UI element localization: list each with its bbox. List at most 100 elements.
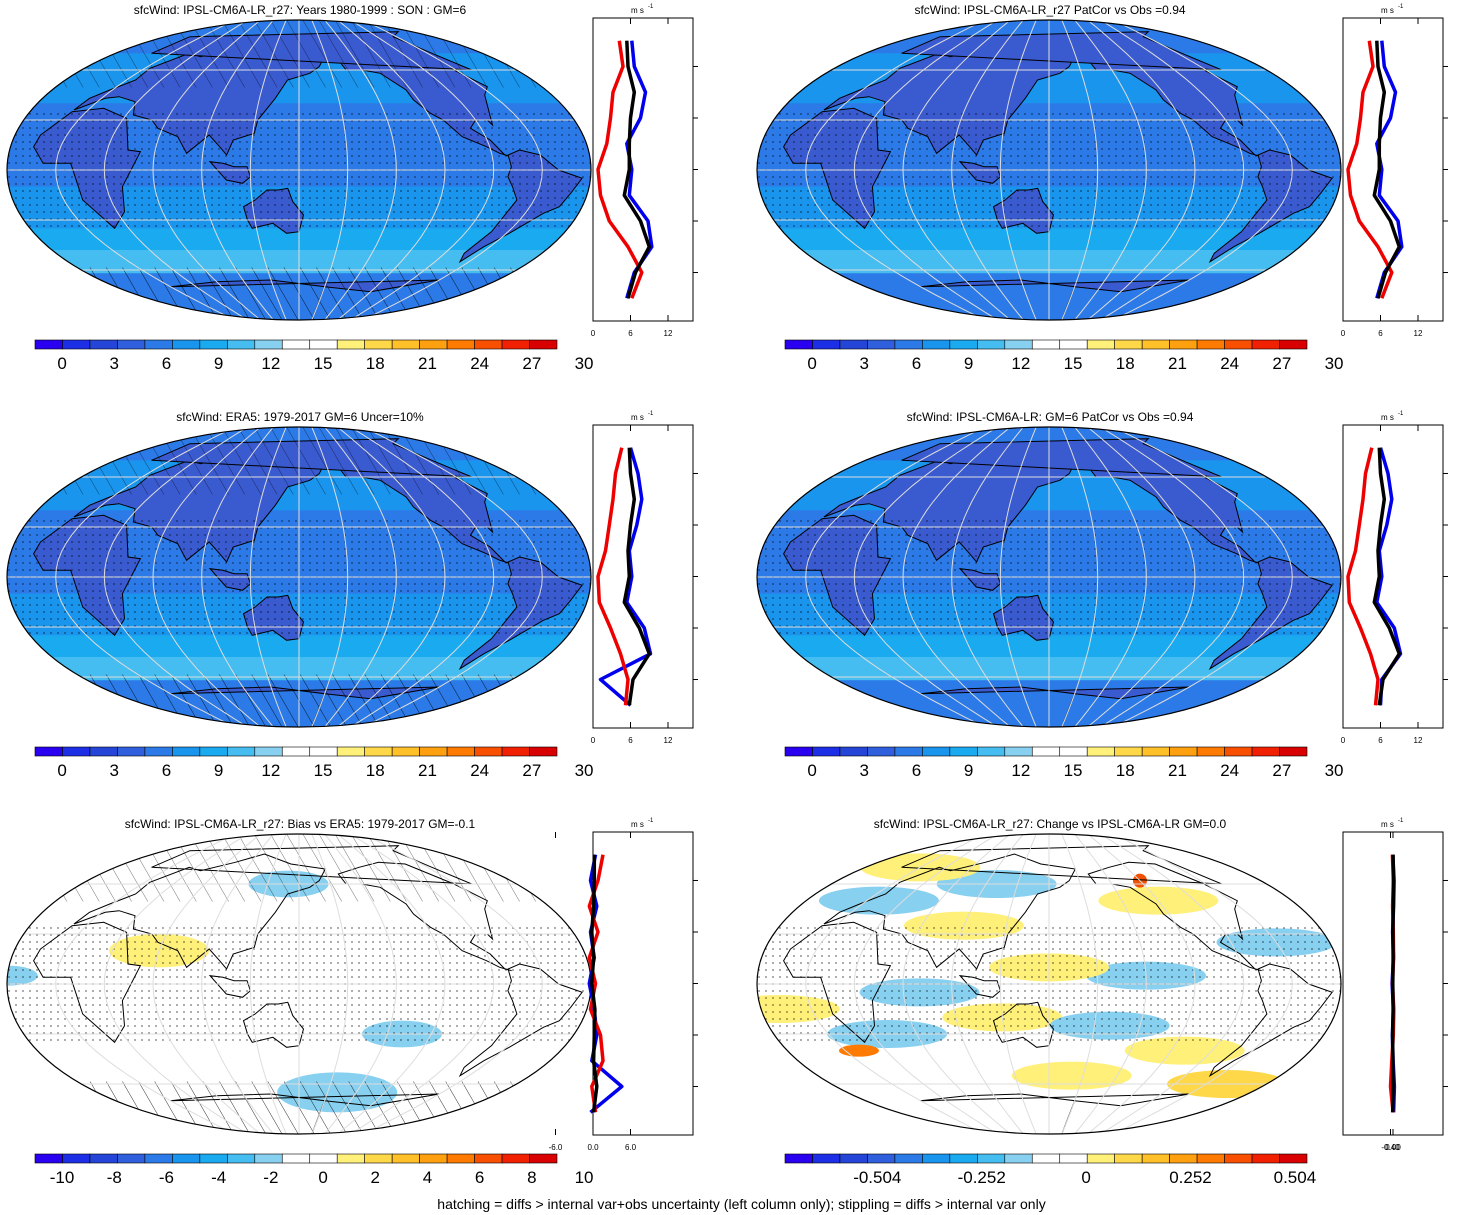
continent-greenland (901, 438, 1222, 478)
profile-ensemble-line (622, 40, 652, 299)
profile-x-tick-label: 6 (628, 736, 633, 745)
colorbar-tick-label: -10 (50, 1168, 75, 1187)
colorbar-tick-label: 21 (1168, 354, 1187, 373)
profile-x-tick-label: -6.0 (549, 1143, 563, 1152)
colorbar-tick-label: 18 (366, 761, 385, 780)
profile-x-tick-label: 0 (1341, 736, 1346, 745)
profile-ensemble-line (1390, 854, 1396, 1113)
colorbar-tick-label: 27 (522, 354, 541, 373)
profile-ensemble-line (590, 854, 599, 1113)
panel-title: sfcWind: IPSL-CM6A-LR: GM=6 PatCor vs Ob… (907, 410, 1194, 424)
colorbar-tick-label: -8 (107, 1168, 122, 1187)
colorbar-tick-label: 6 (912, 354, 921, 373)
profile-unit: m s (631, 820, 644, 829)
colorbar-tick-label: -4 (211, 1168, 226, 1187)
colorbar-tick-label: 27 (1272, 354, 1291, 373)
colorbar-tick-label: 9 (214, 761, 223, 780)
colorbar-tick-label: 30 (1325, 354, 1344, 373)
colorbar-tick-label: 9 (964, 761, 973, 780)
panel-6: sfcWind: IPSL-CM6A-LR_r27: Change vs IPS… (756, 817, 1448, 1187)
profile-x-tick-label: 12 (664, 736, 673, 745)
profile-x-tick-label: 0 (591, 329, 596, 338)
colorbar-tick-label: 18 (1116, 761, 1135, 780)
colorbar-tick-label: 12 (261, 354, 280, 373)
colorbar-tick-label: 15 (314, 354, 333, 373)
colorbar-tick-label: 15 (1064, 354, 1083, 373)
colorbar-tick-label: 27 (522, 761, 541, 780)
colorbar: 0 3 6 9 12 15 18 21 24 27 30 (784, 339, 1344, 373)
profile-x-tick-label: 12 (1414, 329, 1423, 338)
panel-title: sfcWind: ERA5: 1979-2017 GM=6 Uncer=10% (176, 410, 424, 424)
colorbar-tick-label: -2 (263, 1168, 278, 1187)
colorbar-tick-label: 30 (1325, 761, 1344, 780)
colorbar-tick-label: 18 (366, 354, 385, 373)
map-border (756, 833, 1342, 1135)
colorbar-tick-label: -0.252 (958, 1168, 1006, 1187)
map (757, 834, 1341, 1134)
profile-model-line (1346, 40, 1394, 299)
colorbar: 0 3 6 9 12 15 18 21 24 27 30 (34, 746, 594, 780)
colorbar-tick-label: 0 (57, 761, 66, 780)
profile-x-tick-label: 6 (1378, 329, 1383, 338)
panel-title: sfcWind: IPSL-CM6A-LR_r27: Change vs IPS… (874, 817, 1227, 831)
footnote: hatching = diffs > internal var+obs unce… (437, 1196, 1046, 1212)
colorbar-tick-label: 30 (575, 761, 594, 780)
panel-title: sfcWind: IPSL-CM6A-LR_r27 PatCor vs Obs … (914, 3, 1185, 17)
zonal-profile: m s-160N30N030S60S0612 (1341, 4, 1448, 338)
profile-x-tick-label: 0.0 (587, 1143, 599, 1152)
profile-x-tick-label: 6 (628, 329, 633, 338)
continent-greenland (901, 845, 1222, 885)
profile-x-tick-label: 12 (1414, 736, 1423, 745)
profile-ensemble-line (1372, 447, 1402, 706)
zonal-profile: m s-160N30N030S60S-0.400.00 (1342, 818, 1448, 1152)
colorbar-tick-label: -6 (159, 1168, 174, 1187)
colorbar-tick-label: 3 (110, 761, 119, 780)
profile-unit-exponent: -1 (1398, 818, 1404, 824)
colorbar-tick-label: 3 (110, 354, 119, 373)
profile-ensemble-line (1372, 40, 1402, 299)
map (7, 427, 591, 727)
colorbar-tick-label: 6 (162, 354, 171, 373)
map-border (6, 426, 592, 728)
map-border (6, 19, 592, 321)
colorbar-tick-label: 8 (527, 1168, 536, 1187)
colorbar-tick-label: 9 (964, 354, 973, 373)
colorbar-tick-label: 24 (1220, 761, 1239, 780)
panel-5: sfcWind: IPSL-CM6A-LR_r27: Bias vs ERA5:… (6, 817, 698, 1187)
colorbar-tick-label: 0 (57, 354, 66, 373)
colorbar-tick-label: 30 (575, 354, 594, 373)
colorbar-tick-label: 12 (261, 761, 280, 780)
profile-unit: m s (1381, 413, 1394, 422)
zonal-profile: m s-160N30N030S60S-6.00.06.0 (549, 818, 698, 1152)
colorbar-tick-label: 6 (162, 761, 171, 780)
panel-title: sfcWind: IPSL-CM6A-LR_r27: Years 1980-19… (134, 3, 467, 17)
colorbar: 0 3 6 9 12 15 18 21 24 27 30 (784, 746, 1344, 780)
zonal-profile: m s-160N30N030S60S0612 (1341, 411, 1448, 745)
profile-x-tick-label: 0.00 (1385, 1143, 1401, 1152)
profile-x-tick-label: 0 (1341, 329, 1346, 338)
profile-unit: m s (631, 413, 644, 422)
profile-unit: m s (1381, 6, 1394, 15)
colorbar-tick-label: 9 (214, 354, 223, 373)
colorbar-tick-label: 21 (418, 761, 437, 780)
profile-x-tick-label: 6 (1378, 736, 1383, 745)
zonal-profile: m s-160N30N030S60S0612 (591, 4, 698, 338)
colorbar-tick-label: 21 (418, 354, 437, 373)
profile-model-line (1346, 447, 1380, 706)
profile-ensemble-line (622, 447, 652, 706)
colorbar-tick-label: 4 (423, 1168, 432, 1187)
panel-2: sfcWind: IPSL-CM6A-LR_r27 PatCor vs Obs … (756, 3, 1448, 373)
colorbar-tick-label: 0 (1081, 1168, 1090, 1187)
profile-unit-exponent: -1 (648, 4, 654, 10)
profile-x-tick-label: 0 (591, 736, 596, 745)
panel-1: sfcWind: IPSL-CM6A-LR_r27: Years 1980-19… (6, 3, 698, 373)
profile-unit-exponent: -1 (648, 818, 654, 824)
profile-unit-exponent: -1 (1398, 4, 1404, 10)
colorbar-tick-label: 24 (1220, 354, 1239, 373)
map-border (756, 19, 1342, 321)
colorbar-tick-label: 3 (860, 761, 869, 780)
colorbar: -10 -8 -6 -4 -2 0 2 4 6 8 10 (34, 1153, 594, 1187)
profile-model-line (596, 40, 644, 299)
colorbar-tick-label: 27 (1272, 761, 1291, 780)
map-border (756, 426, 1342, 728)
